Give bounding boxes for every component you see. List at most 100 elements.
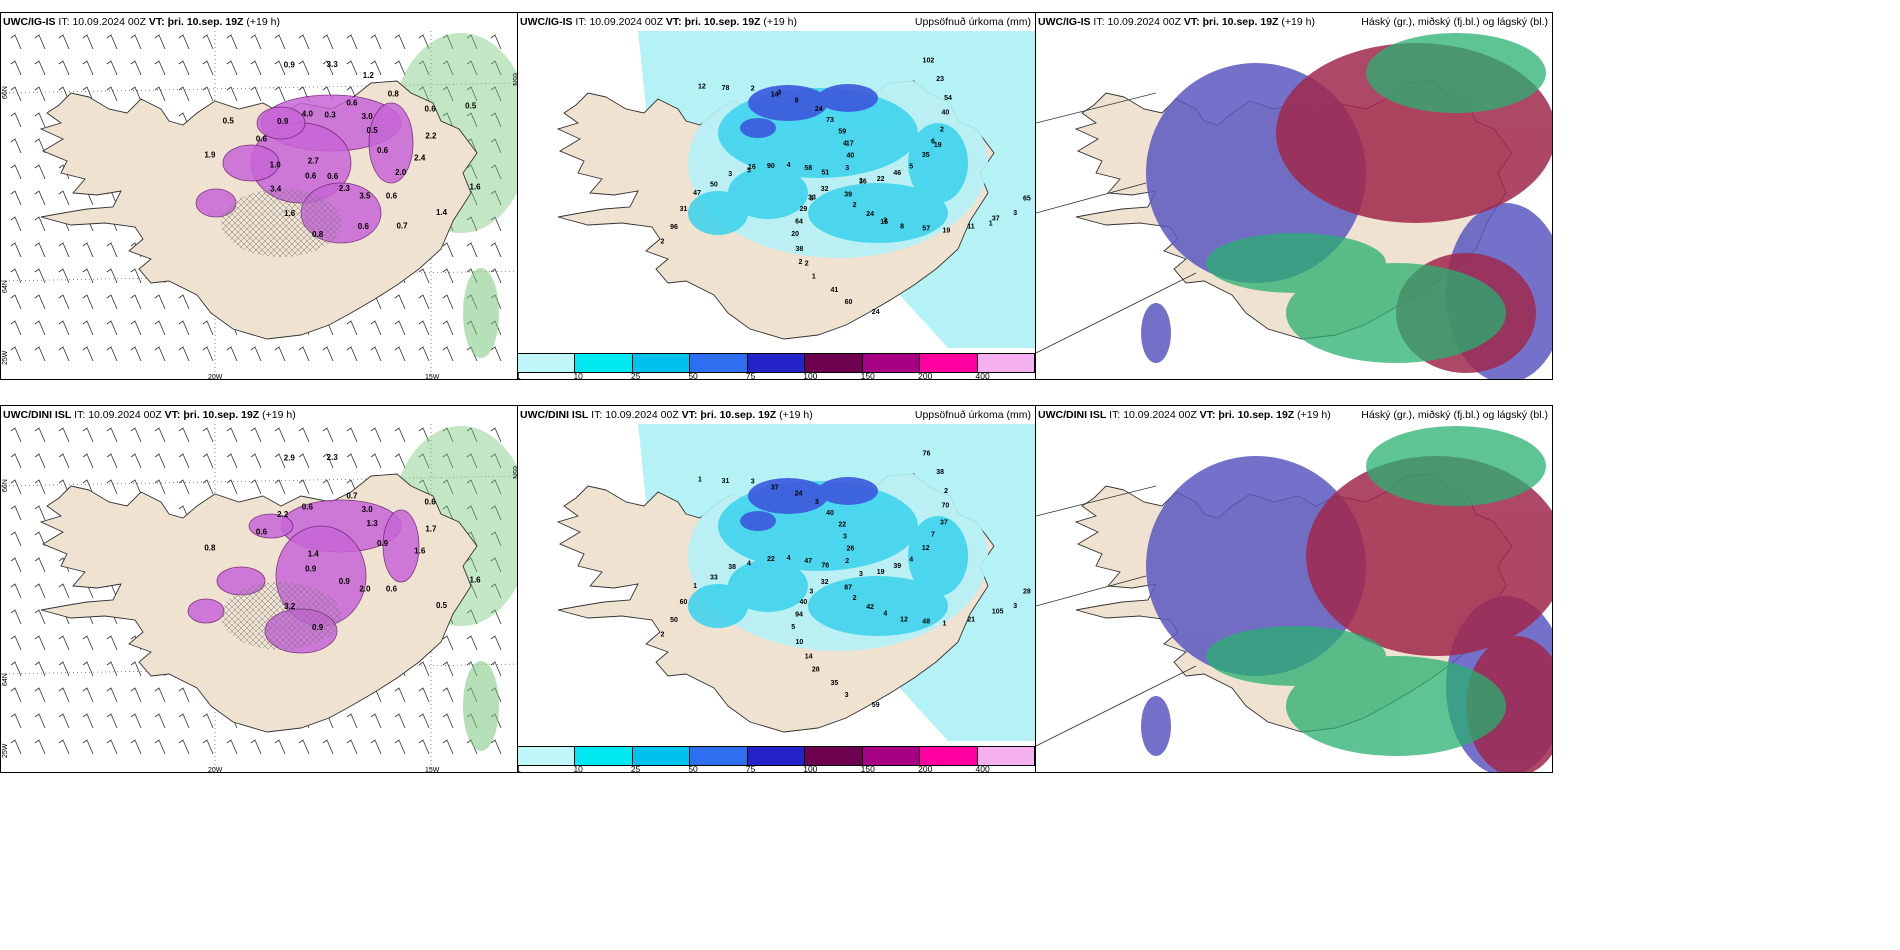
panel-header: UWC/DINI ISL IT: 10.09.2024 00Z VT: þri.…: [3, 409, 296, 421]
colorbar-swatch: [920, 354, 978, 372]
value-label: 0.5: [436, 601, 448, 610]
precip-amount-label: 35: [830, 680, 838, 687]
value-label: 0.6: [327, 172, 339, 181]
precip-amount-label: 20: [791, 231, 799, 238]
precip-amount-label: 1: [989, 221, 993, 228]
precip-amount-label: 3: [728, 171, 732, 178]
precip-amount-label: 3: [751, 479, 755, 486]
lat-label: 65N: [511, 73, 518, 86]
value-label: 2.9: [284, 453, 296, 462]
value-label: 4.0: [302, 109, 314, 118]
value-label: 1.2: [363, 71, 375, 80]
panel-header: UWC/IG-IS IT: 10.09.2024 00Z VT: þri. 10…: [520, 16, 1031, 28]
colorbar-swatch: [920, 747, 978, 765]
precip-amount-label: 94: [795, 612, 803, 619]
value-label: 2.3: [339, 184, 351, 193]
precip-amount-label: 78: [722, 85, 730, 92]
precip-amount-label: 24: [815, 106, 823, 113]
panel-header: UWC/DINI ISL IT: 10.09.2024 00Z VT: þri.…: [520, 409, 1031, 421]
value-label: 0.6: [425, 498, 437, 507]
lat-label: 66N: [2, 86, 9, 99]
value-label: 1.0: [270, 161, 282, 170]
precip-amount-label: 90: [767, 163, 775, 170]
precip-amount-label: 5: [791, 624, 795, 631]
precip-amount-label: 31: [680, 206, 688, 213]
precip-amount-label: 4: [787, 555, 791, 562]
precip-amount-label: 24: [872, 309, 880, 316]
cloud-cover-map: [1036, 426, 1552, 772]
value-label: 0.5: [223, 117, 235, 126]
lon-label: 25W: [2, 350, 9, 365]
high-cloud: [1206, 33, 1546, 363]
map-panel-precip-type-ig: 66N 65N 64N 25W 20W 15W 0.6 0.6 0.6 0.6 0.6 0.6 0.8 0…: [0, 12, 518, 380]
precip-amount-label: 3: [809, 195, 813, 202]
value-label: 2.3: [327, 453, 339, 462]
map-panel-accum-precip-ig: 3 3 4 3 5 6 2 14 37 96 102 39 58 46 64 73 57 50 40 41 78 65 32…: [517, 12, 1036, 380]
colorbar-tick: 75: [745, 764, 756, 773]
value-label: 0.8: [388, 89, 400, 98]
lon-label: 20W: [208, 374, 223, 380]
value-label: 0.6: [425, 105, 437, 114]
precip-amount-label: 23: [936, 76, 944, 83]
precip-amount-label: 2: [805, 260, 809, 267]
panel-title: Háský (gr.), miðský (fj.bl.) og lágský (…: [1361, 409, 1548, 421]
precip-amount-label: 2: [944, 488, 948, 495]
boundary-lines: [1036, 485, 1197, 747]
colorbar-tick: 150: [860, 371, 875, 380]
value-label: 0.9: [277, 117, 289, 126]
precip-amount-label: 48: [922, 618, 930, 625]
lat-label: 65N: [511, 466, 518, 479]
colorbar-tick: 50: [688, 371, 698, 380]
precip-amount-label: 11: [967, 223, 975, 230]
colorbar-tick: 50: [688, 764, 698, 773]
colorbar-tick: 150: [860, 764, 875, 773]
precip-amount-label: 87: [844, 584, 852, 591]
colorbar-swatch: [977, 354, 1035, 372]
map-panel-accum-precip-dini: 3 3 3 4 4 7 14 37 105 50 76 87 47 39 94 40 48 33 70 35 31 28 3…: [517, 405, 1036, 773]
value-label: 0.3: [325, 110, 337, 119]
colorbar-swatch: [575, 354, 633, 372]
precip-amount-label: 3: [815, 499, 819, 506]
precip-amount-label: 70: [941, 502, 949, 509]
precip-amount-label: 24: [795, 491, 803, 498]
value-label: 0.9: [312, 623, 324, 632]
colorbar-swatch: [632, 354, 691, 372]
panel-header: UWC/DINI ISL IT: 10.09.2024 00Z VT: þri.…: [1038, 409, 1548, 421]
precip-amount-label: 8: [900, 224, 904, 231]
precip-amount-label: 32: [821, 579, 829, 586]
value-label: 0.6: [302, 502, 314, 511]
panel-header: UWC/IG-IS IT: 10.09.2024 00Z VT: þri. 10…: [3, 16, 280, 28]
value-label: 1.7: [425, 525, 437, 534]
precip-amount-label: 47: [804, 558, 812, 565]
precip-amount-label: 4: [883, 610, 887, 617]
colorbar-tick: 200: [918, 371, 933, 380]
high-cloud: [1206, 426, 1546, 756]
precip-type-map: 66N 65N 64N 25W 20W 15W 0.9 0.9 0.7 0.6 0.6 0.6 0.9 2…: [1, 424, 518, 772]
precip-amount-label: 59: [872, 702, 880, 709]
precip-amount-label: 40: [941, 109, 949, 116]
colorbar-tick: 10: [573, 371, 583, 380]
colorbar-tick: 25: [630, 371, 641, 380]
value-label: 3.4: [270, 184, 282, 193]
map-panel-clouds-ig: UWC/IG-IS IT: 10.09.2024 00Z VT: þri. 10…: [1035, 12, 1553, 380]
panel-header: UWC/IG-IS IT: 10.09.2024 00Z VT: þri. 10…: [1038, 16, 1548, 28]
precip-colorbar: 1 10 25 50 75 100 150 200 400: [518, 353, 1035, 379]
precip-amount-label: 42: [866, 604, 874, 611]
precip-amount-label: 37: [940, 519, 948, 526]
precip-amount-label: 3: [843, 533, 847, 540]
precip-amount-label: 12: [922, 545, 930, 552]
precip-amount-label: 4: [843, 140, 847, 147]
colorbar-swatch: [805, 354, 863, 372]
precip-amount-label: 15: [880, 219, 888, 226]
colorbar-tick: 25: [630, 764, 641, 773]
mixed-precip-hatch: [221, 189, 341, 257]
precip-amount-label: 50: [670, 617, 678, 624]
value-label: 0.6: [377, 146, 389, 155]
value-label: 2.7: [308, 157, 320, 166]
panel-title: Uppsöfnuð úrkoma (mm): [914, 409, 1031, 421]
value-label: 0.9: [305, 565, 317, 574]
precip-amount-label: 1: [693, 583, 697, 590]
colorbar-swatch: [518, 747, 576, 765]
precip-amount-label: 3: [859, 178, 863, 185]
precip-amount-label: 73: [826, 117, 834, 124]
